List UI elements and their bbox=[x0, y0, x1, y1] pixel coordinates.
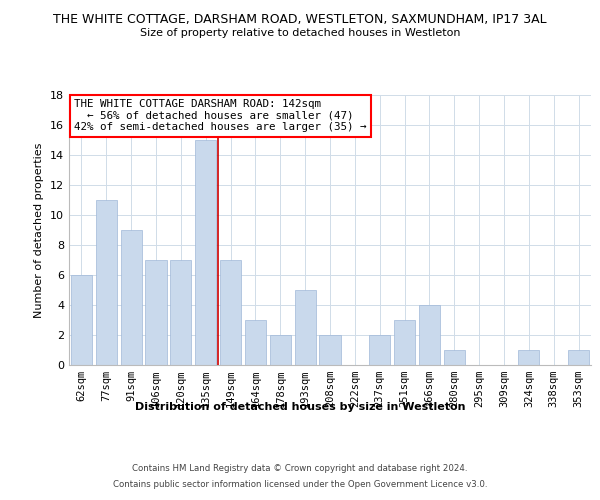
Bar bbox=[195, 140, 216, 365]
Text: Size of property relative to detached houses in Westleton: Size of property relative to detached ho… bbox=[140, 28, 460, 38]
Bar bbox=[121, 230, 142, 365]
Text: Distribution of detached houses by size in Westleton: Distribution of detached houses by size … bbox=[135, 402, 465, 412]
Bar bbox=[319, 335, 341, 365]
Bar bbox=[568, 350, 589, 365]
Bar bbox=[220, 260, 241, 365]
Bar bbox=[245, 320, 266, 365]
Bar bbox=[96, 200, 117, 365]
Bar bbox=[419, 305, 440, 365]
Text: THE WHITE COTTAGE, DARSHAM ROAD, WESTLETON, SAXMUNDHAM, IP17 3AL: THE WHITE COTTAGE, DARSHAM ROAD, WESTLET… bbox=[53, 12, 547, 26]
Bar bbox=[71, 275, 92, 365]
Bar bbox=[270, 335, 291, 365]
Bar bbox=[518, 350, 539, 365]
Bar bbox=[145, 260, 167, 365]
Y-axis label: Number of detached properties: Number of detached properties bbox=[34, 142, 44, 318]
Bar bbox=[170, 260, 191, 365]
Text: THE WHITE COTTAGE DARSHAM ROAD: 142sqm
  ← 56% of detached houses are smaller (4: THE WHITE COTTAGE DARSHAM ROAD: 142sqm ←… bbox=[74, 99, 367, 132]
Text: Contains public sector information licensed under the Open Government Licence v3: Contains public sector information licen… bbox=[113, 480, 487, 489]
Bar bbox=[369, 335, 390, 365]
Text: Contains HM Land Registry data © Crown copyright and database right 2024.: Contains HM Land Registry data © Crown c… bbox=[132, 464, 468, 473]
Bar bbox=[394, 320, 415, 365]
Bar bbox=[295, 290, 316, 365]
Bar bbox=[444, 350, 465, 365]
